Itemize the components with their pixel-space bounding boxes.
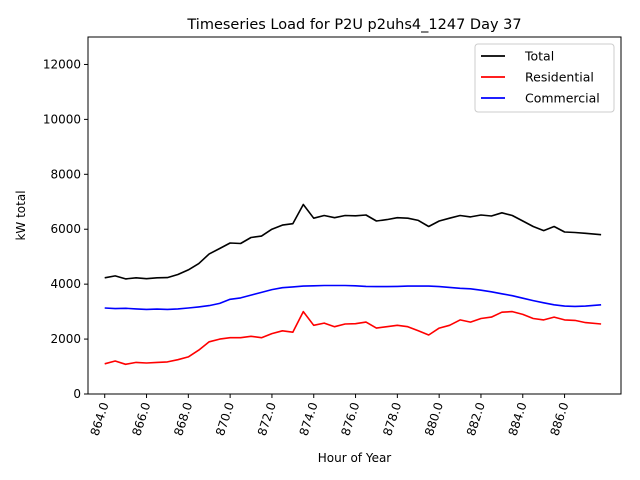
series-line-residential (104, 310, 602, 366)
x-tick-label: 882.0 (464, 401, 488, 438)
legend-box (474, 43, 615, 113)
legend-label-total: Total (524, 49, 554, 64)
legend-items: Total Residential Commercial (481, 49, 600, 106)
y-tick-label: 12000 (43, 57, 81, 71)
x-axis-ticks: 864.0 866.0 868.0 870.0 872.0 874.0 876.0 878.0… (88, 394, 571, 438)
y-tick-label: 2000 (50, 332, 81, 346)
x-axis-label: Hour of Year (318, 451, 392, 465)
series-layer (104, 203, 602, 366)
legend-label-commercial: Commercial (525, 91, 600, 106)
y-axis-ticks: 0 2000 4000 6000 8000 10000 12000 (43, 57, 88, 401)
series-line-commercial (104, 284, 602, 311)
x-tick-label: 886.0 (547, 401, 571, 438)
legend: Total Residential Commercial (474, 43, 615, 113)
x-tick-label: 880.0 (422, 401, 446, 438)
x-tick-label: 872.0 (255, 401, 279, 438)
legend-label-residential: Residential (525, 70, 594, 85)
y-tick-label: 4000 (50, 277, 81, 291)
chart-title: Timeseries Load for P2U p2uhs4_1247 Day … (186, 17, 521, 33)
x-tick-label: 870.0 (213, 401, 237, 438)
x-tick-label: 876.0 (338, 401, 362, 438)
series-line-total (104, 203, 602, 280)
y-axis-label: kW total (14, 190, 28, 240)
x-tick-label: 874.0 (297, 401, 321, 438)
plot-frame (87, 36, 622, 395)
x-tick-label: 866.0 (129, 401, 153, 438)
x-tick-label: 864.0 (88, 401, 112, 438)
y-tick-label: 10000 (43, 112, 81, 126)
x-tick-label: 878.0 (380, 401, 404, 438)
plot-area (87, 36, 622, 395)
x-tick-label: 868.0 (171, 401, 195, 438)
y-tick-label: 6000 (50, 222, 81, 236)
y-tick-label: 0 (73, 387, 81, 401)
y-tick-label: 8000 (50, 167, 81, 181)
x-tick-label: 884.0 (506, 401, 530, 438)
